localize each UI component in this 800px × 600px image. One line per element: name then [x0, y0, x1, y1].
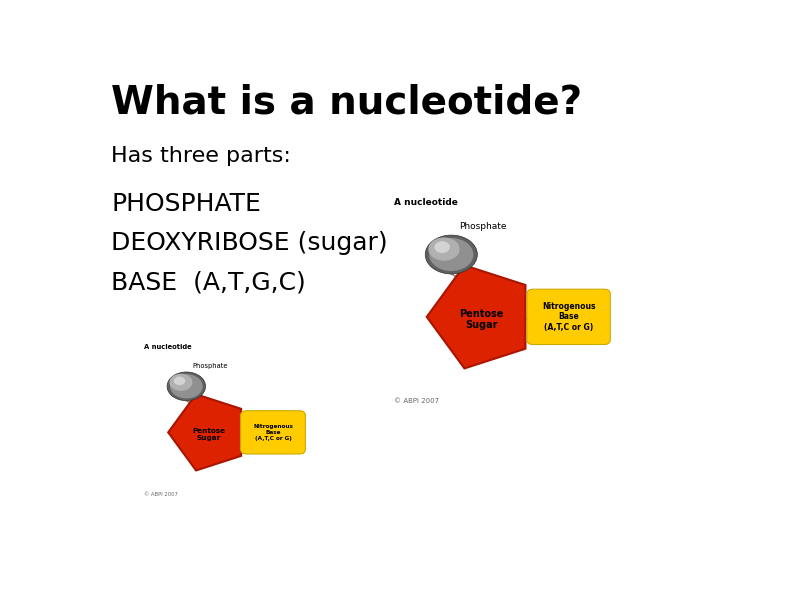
- Text: Phosphate: Phosphate: [459, 222, 506, 231]
- Polygon shape: [168, 394, 241, 470]
- Circle shape: [170, 374, 202, 398]
- Circle shape: [174, 377, 186, 385]
- Polygon shape: [426, 265, 526, 368]
- Circle shape: [167, 372, 206, 401]
- Text: © ABPI 2007: © ABPI 2007: [394, 398, 439, 404]
- Text: A nucleotide: A nucleotide: [144, 344, 192, 350]
- Text: DEOXYRIBOSE (sugar): DEOXYRIBOSE (sugar): [111, 232, 388, 256]
- Text: What is a nucleotide?: What is a nucleotide?: [111, 83, 582, 122]
- Circle shape: [434, 241, 450, 253]
- Text: Pentose
Sugar: Pentose Sugar: [192, 428, 225, 441]
- Circle shape: [170, 374, 193, 391]
- Text: A nucleotide: A nucleotide: [394, 197, 458, 206]
- Text: PHOSPHATE: PHOSPHATE: [111, 192, 261, 216]
- FancyBboxPatch shape: [241, 411, 306, 454]
- Text: Has three parts:: Has three parts:: [111, 146, 291, 166]
- Text: Nitrogenous
Base
(A,T,C or G): Nitrogenous Base (A,T,C or G): [253, 424, 293, 440]
- FancyBboxPatch shape: [527, 289, 610, 344]
- Text: Nitrogenous
Base
(A,T,C or G): Nitrogenous Base (A,T,C or G): [542, 302, 595, 332]
- Text: Pentose
Sugar: Pentose Sugar: [459, 309, 503, 331]
- Text: Phosphate: Phosphate: [192, 363, 228, 369]
- Circle shape: [428, 238, 460, 261]
- Circle shape: [429, 238, 474, 271]
- Text: © ABPI 2007: © ABPI 2007: [144, 493, 178, 497]
- Text: BASE  (A,T,G,C): BASE (A,T,G,C): [111, 271, 306, 295]
- Circle shape: [426, 235, 478, 274]
